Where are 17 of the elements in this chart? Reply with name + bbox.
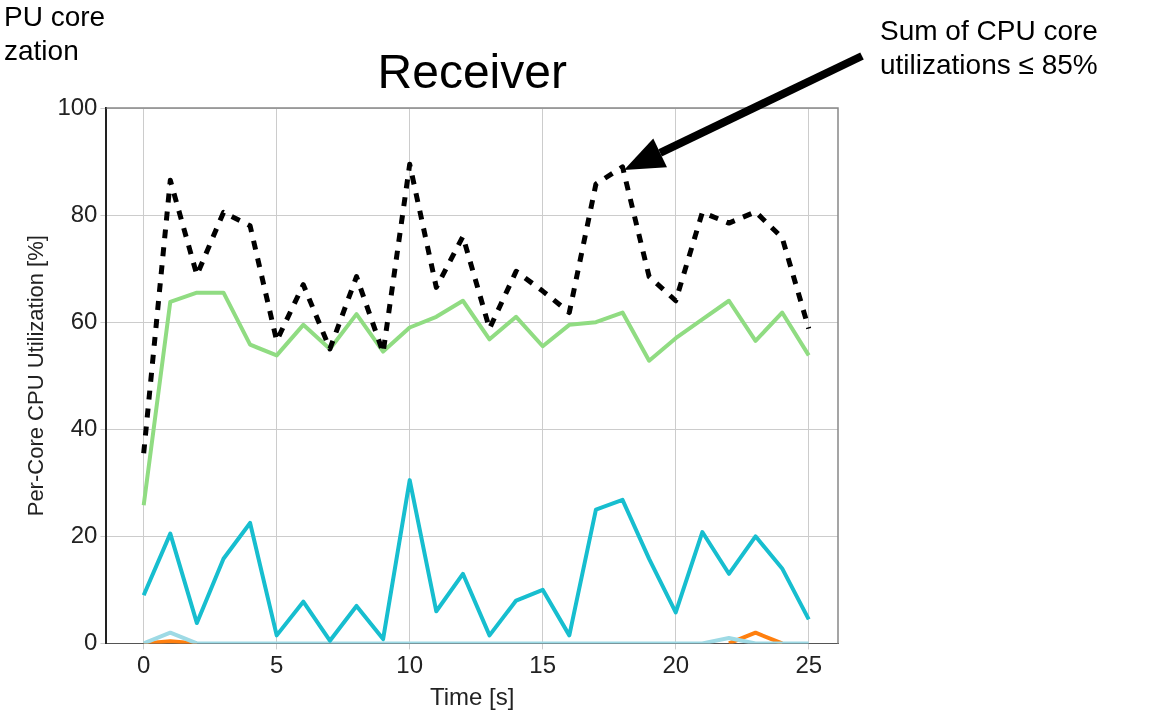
text: PU core zation <box>4 0 106 68</box>
x-tick-label: 5 <box>270 651 284 679</box>
y-tick-label: 80 <box>70 199 98 227</box>
chart-title: Receiver <box>376 44 568 100</box>
x-tick-label: 20 <box>662 651 690 679</box>
x-axis-title: Time [s] <box>429 683 515 711</box>
x-tick-label: 10 <box>396 651 424 679</box>
text: Sum of CPU core utilizations ≤ 85% <box>880 14 1099 82</box>
x-tick-label: 15 <box>529 651 557 679</box>
y-tick-label: 20 <box>70 520 98 548</box>
y-tick-label: 40 <box>70 413 98 441</box>
y-tick-label: 60 <box>70 306 98 334</box>
y-axis-title: Per-Core CPU Utilization [%] <box>23 235 49 517</box>
y-tick-label: 0 <box>84 628 98 656</box>
x-tick-label: 25 <box>795 651 823 679</box>
y-tick-label: 100 <box>57 92 98 120</box>
x-tick-label: 0 <box>137 651 151 679</box>
